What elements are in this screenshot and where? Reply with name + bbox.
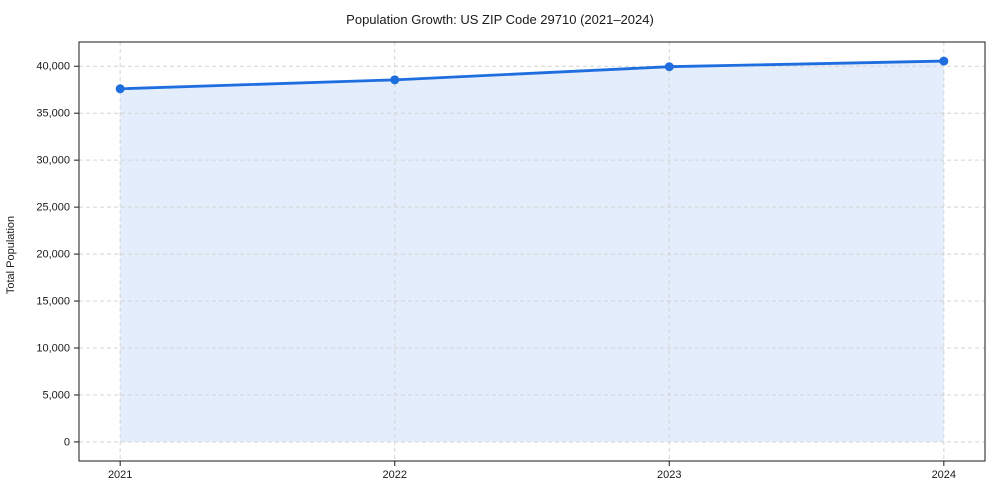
data-point-2021	[115, 84, 125, 94]
y-tick-label: 35,000	[36, 108, 70, 120]
y-tick-label: 10,000	[36, 343, 70, 355]
area-fill	[120, 61, 944, 442]
y-tick-label: 25,000	[36, 202, 70, 214]
y-tick-label: 5,000	[42, 389, 70, 401]
data-point-2022	[390, 75, 400, 85]
y-tick-label: 0	[64, 436, 70, 448]
y-tick-label: 30,000	[36, 155, 70, 167]
x-tick-label: 2022	[382, 469, 406, 481]
x-tick-label: 2024	[932, 469, 956, 481]
data-point-2023	[664, 62, 674, 72]
plot-frame	[78, 41, 986, 462]
chart-title: Population Growth: US ZIP Code 29710 (20…	[346, 12, 654, 27]
y-tick-label: 40,000	[36, 61, 70, 73]
x-tick-label: 2023	[657, 469, 681, 481]
y-tick-label: 15,000	[36, 296, 70, 308]
x-tick-label: 2021	[108, 469, 132, 481]
y-tick-label: 20,000	[36, 249, 70, 261]
population-line	[118, 59, 946, 91]
data-point-2024	[939, 56, 949, 66]
